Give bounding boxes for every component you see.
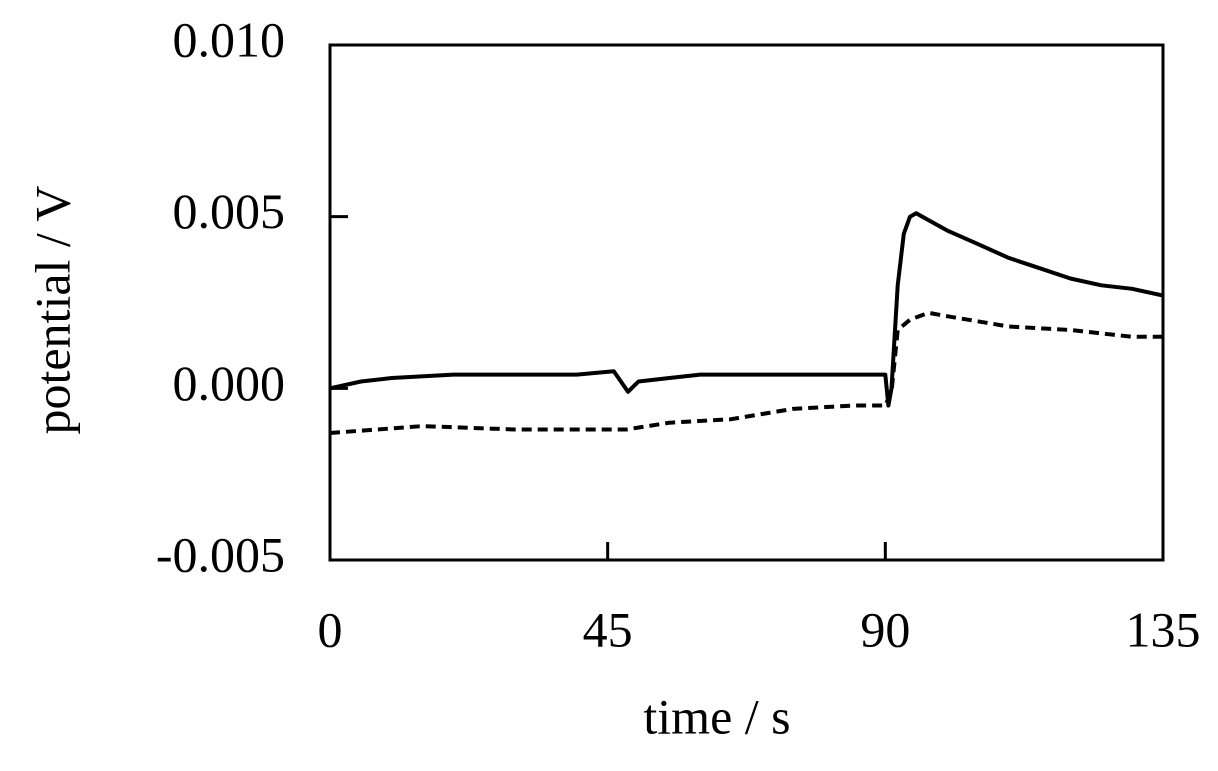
- x-tick-label: 135: [1126, 601, 1201, 657]
- plot-frame: [328, 43, 1165, 562]
- y-tick-label: -0.005: [156, 526, 285, 582]
- data-line: [329, 211, 1164, 408]
- x-tick-label: 0: [318, 601, 343, 657]
- y-axis-title: potential / V: [24, 185, 80, 434]
- y-tick-label: 0.010: [173, 11, 286, 67]
- x-axis-title: time / s: [643, 688, 790, 744]
- data-line: [329, 310, 1163, 435]
- x-tick-label: 90: [860, 601, 910, 657]
- x-tick-label: 45: [583, 601, 633, 657]
- y-tick-label: 0.000: [173, 355, 286, 411]
- y-tick-label: 0.005: [173, 183, 286, 239]
